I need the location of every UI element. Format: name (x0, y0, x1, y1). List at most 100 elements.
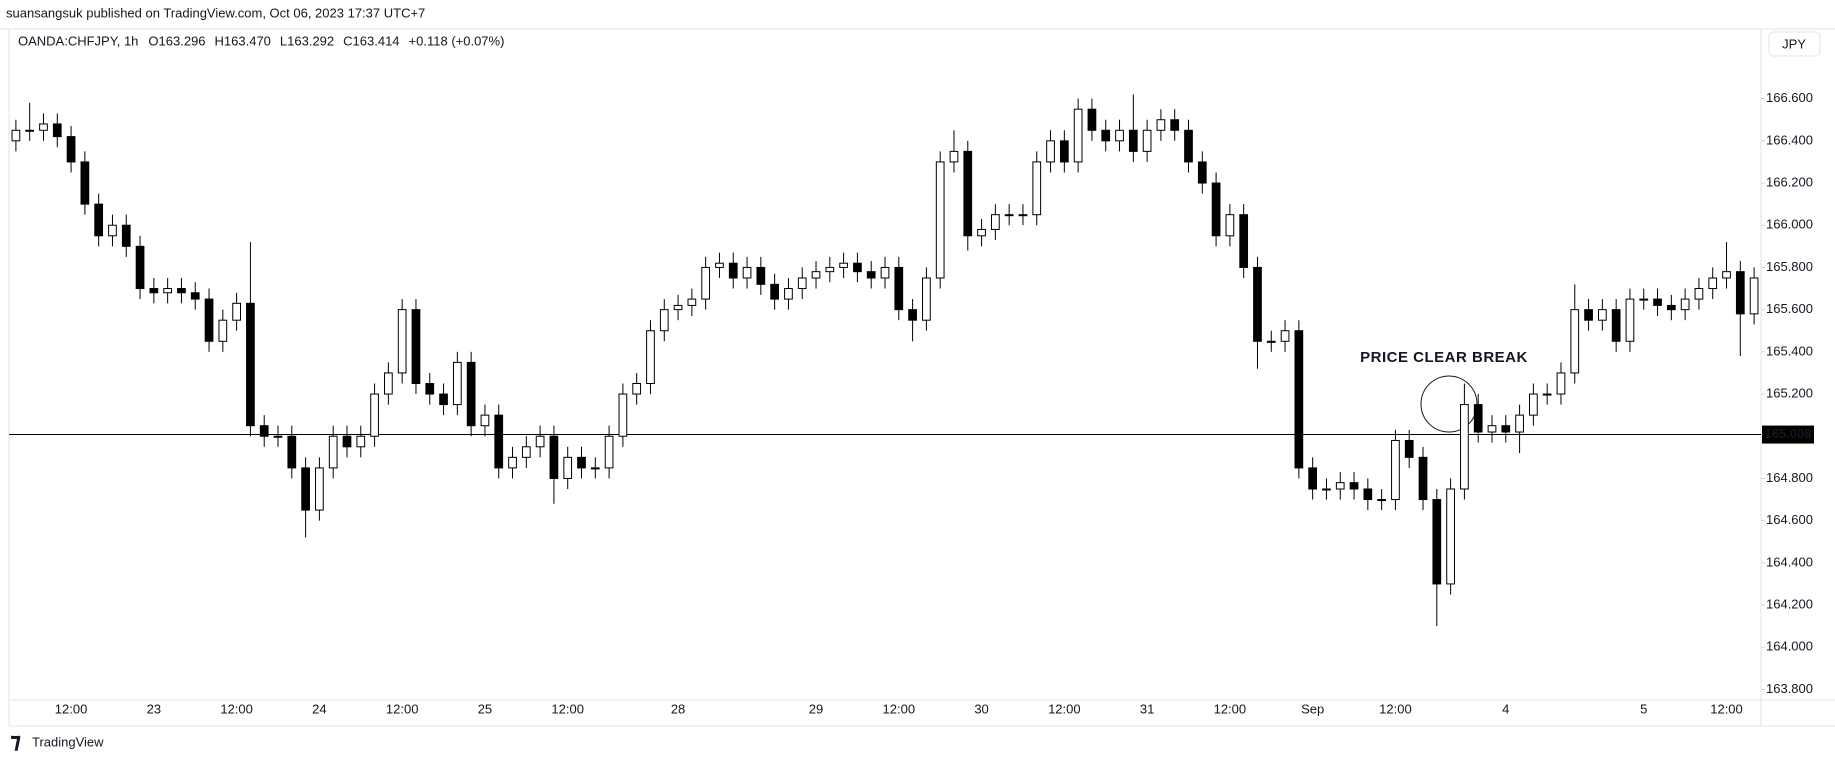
candle-body (908, 309, 917, 321)
y-tick-label: 166.000 (1766, 217, 1813, 232)
candle-body (1611, 309, 1621, 342)
candle-body (590, 467, 600, 470)
candle-body (66, 136, 76, 163)
candle-body (1253, 266, 1262, 342)
candle-body (411, 309, 421, 384)
candle-body (1473, 404, 1483, 433)
candle-body (425, 382, 435, 395)
candle-body (770, 283, 780, 300)
candle-body (397, 309, 407, 374)
candle-body (521, 446, 531, 458)
candle-body (1101, 129, 1111, 142)
candle-body (756, 266, 766, 285)
candle-body (1694, 288, 1704, 300)
candle-body (797, 277, 807, 290)
candle-body (577, 456, 586, 469)
candle-body (108, 224, 117, 237)
candle-body (1432, 499, 1442, 585)
x-tick-label: 12:00 (1710, 701, 1743, 716)
candle-body (1018, 214, 1028, 217)
candle-body (384, 372, 393, 395)
candle-body (701, 266, 711, 300)
candle-body (563, 456, 573, 479)
candle-body (301, 467, 310, 511)
candle-body (1294, 330, 1304, 469)
candle-body (1239, 214, 1249, 268)
candle-body (1515, 414, 1524, 433)
candle-body (1625, 298, 1635, 342)
x-tick-label: 12:00 (1214, 701, 1247, 716)
candle-body (163, 288, 173, 294)
candle-body (825, 266, 835, 273)
y-tick-label: 165.200 (1766, 385, 1813, 400)
candle-body (1418, 456, 1428, 501)
candle-body (839, 262, 848, 268)
price-label-box (1762, 425, 1814, 444)
candle-body (646, 330, 655, 384)
y-tick-label: 164.200 (1766, 596, 1813, 611)
candle-body (880, 266, 890, 279)
x-tick-label: 30 (974, 701, 988, 716)
ohlc-label: C163.414 (343, 33, 399, 48)
candle-body (853, 262, 862, 273)
x-tick-label: 12:00 (1379, 701, 1412, 716)
candle-body (1128, 129, 1138, 152)
logo-mark: ⁊ (10, 728, 21, 753)
ohlc-label: O163.296 (148, 33, 205, 48)
candle-body (1046, 140, 1055, 163)
candle-body (1639, 298, 1649, 301)
currency-label[interactable]: JPY (1782, 36, 1806, 51)
candle-body (1570, 309, 1580, 374)
candle-body (452, 361, 462, 406)
candle-body (1584, 309, 1593, 321)
y-tick-label: 164.400 (1766, 554, 1813, 569)
candle-body (949, 150, 959, 163)
candle-body (1666, 304, 1676, 311)
y-tick-label: 165.800 (1766, 259, 1813, 274)
candle-body (190, 292, 200, 300)
x-tick-label: 12:00 (883, 701, 916, 716)
candle-body (1087, 108, 1097, 131)
candle-body (508, 456, 517, 469)
candle-body (1059, 140, 1069, 163)
candle-body (1446, 488, 1455, 585)
price-label: 165.008 (1765, 426, 1812, 441)
candle-body (25, 129, 35, 132)
candle-body (687, 298, 697, 306)
candle-body (1211, 182, 1221, 237)
candle-body (1308, 467, 1318, 490)
y-tick-label: 165.600 (1766, 301, 1813, 316)
candle-body (11, 129, 21, 142)
candle-body (218, 319, 228, 342)
ohlc-label: +0.118 (+0.07%) (409, 33, 505, 48)
annotation-circle (1420, 375, 1478, 433)
x-tick-label: 12:00 (551, 701, 584, 716)
candle-body (922, 277, 931, 321)
candle-body (370, 393, 379, 437)
candle-body (1735, 271, 1745, 315)
candle-body (480, 414, 490, 427)
candle-body (356, 435, 366, 448)
x-tick-label: Sep (1301, 701, 1324, 716)
symbol: OANDA:CHFJPY, 1h (18, 33, 138, 48)
candle-body (1349, 482, 1359, 490)
candle-body (1335, 482, 1345, 490)
candle-body (1280, 330, 1290, 342)
candle-body (494, 414, 504, 469)
candle-body (39, 123, 48, 131)
candle-body (715, 262, 724, 268)
candle-body (1266, 340, 1276, 343)
candle-body (1391, 439, 1400, 501)
candle-body (1115, 129, 1124, 142)
x-tick-label: 28 (671, 701, 685, 716)
candle-body (659, 309, 669, 332)
annotation: PRICE CLEAR BREAK (1360, 349, 1528, 366)
candle-body (1542, 393, 1552, 396)
x-tick-label: 4 (1502, 701, 1509, 716)
candle-body (1363, 488, 1373, 501)
candle-body (673, 304, 683, 311)
x-tick-label: 25 (478, 701, 492, 716)
currency-button[interactable] (1768, 31, 1821, 57)
